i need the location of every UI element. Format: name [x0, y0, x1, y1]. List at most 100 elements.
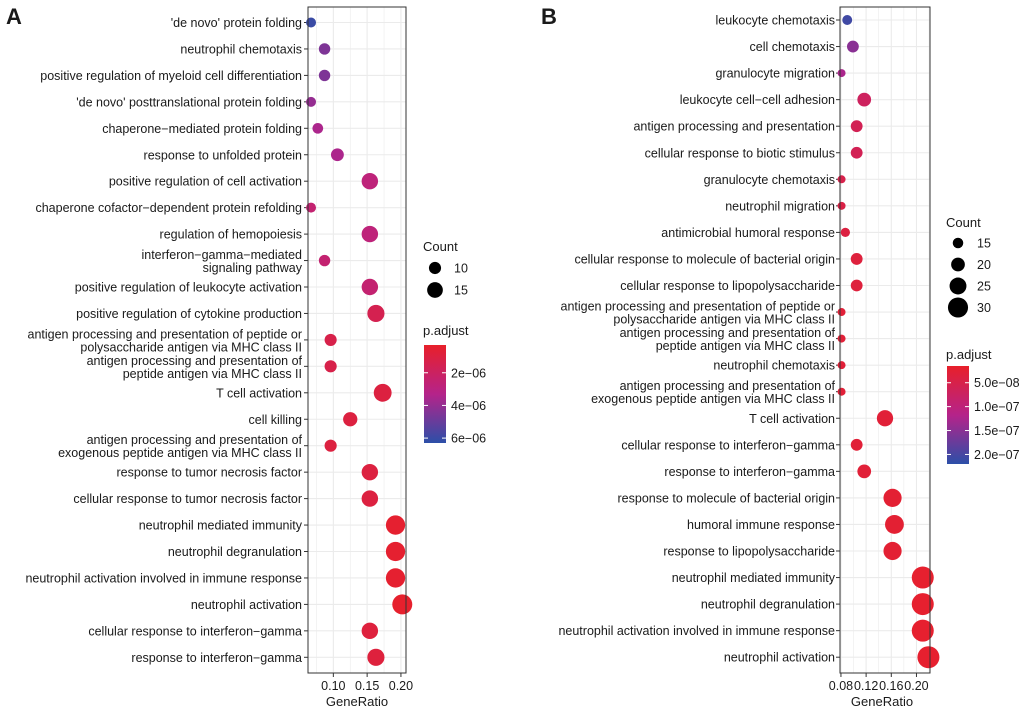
panel-b-point: [911, 619, 934, 642]
panel-a-point: [367, 648, 385, 666]
panel-b-colorbar: [947, 366, 969, 464]
panel-b-point: [850, 146, 863, 159]
panel-b-category-label: neutrophil activation: [724, 651, 835, 665]
panel-b-x-tick-label: 0.20: [904, 679, 928, 693]
panel-b-point: [842, 15, 853, 25]
panel-b-category-label: cell chemotaxis: [750, 40, 835, 54]
panel-b-category-label: antigen processing and presentation of p…: [561, 300, 836, 327]
panel-a-point: [312, 122, 324, 134]
panel-a-category-label: cellular response to interferon−gamma: [88, 624, 302, 638]
panel-b-count-legend-label: 30: [977, 301, 991, 315]
panel-b-category-label: neutrophil activation involved in immune…: [558, 624, 835, 638]
panel-b-colorbar-label: 5.0e−08: [974, 376, 1020, 390]
panel-b-point: [837, 201, 846, 210]
panel-b-category-label: response to lipopolysaccharide: [663, 545, 835, 559]
panel-a-point: [361, 225, 379, 243]
panel-b-category-label: cellular response to interferon−gamma: [621, 438, 835, 452]
panel-a-padjust-legend: p.adjust 2e−06 4e−06 6e−06: [423, 323, 486, 446]
panel-b-point: [885, 515, 904, 534]
panel-b-xlabel: GeneRatio: [851, 694, 913, 709]
panel-a-category-label: neutrophil mediated immunity: [139, 519, 303, 533]
panel-b-point: [850, 279, 863, 292]
panel-a-category-label: antigen processing and presentation of pe…: [87, 354, 303, 381]
panel-a-category-label: neutrophil degranulation: [168, 545, 302, 559]
panel-b-point: [837, 69, 846, 78]
panel-a-x-tick-label: 0.20: [389, 679, 413, 693]
panel-a-category-label: positive regulation of cell activation: [109, 175, 302, 189]
panel-b-category-label: neutrophil migration: [725, 199, 835, 213]
panel-a-category-label: neutrophil activation: [191, 598, 302, 612]
panel-b-category-label: antigen processing and presentation of pe…: [620, 326, 836, 353]
panel-a: A 0.10 0.15 0.20 'de novo' protein folding n…: [6, 4, 486, 709]
panel-b-count-legend-label: 15: [977, 237, 991, 251]
panel-a-category-label: cell killing: [249, 413, 303, 427]
panel-a-count-legend-label: 10: [454, 262, 468, 276]
panel-b-padjust-legend-title: p.adjust: [946, 347, 992, 362]
panel-b-point: [837, 361, 846, 370]
panel-a-point: [392, 594, 413, 615]
panel-b-point: [846, 40, 859, 53]
panel-a-category-label: neutrophil chemotaxis: [180, 42, 302, 56]
panel-b-point: [883, 541, 902, 561]
panel-a-point: [306, 202, 317, 213]
panel-a-category-label: response to interferon−gamma: [131, 651, 302, 665]
panel-b-border: [839, 6, 931, 674]
panel-a-point: [330, 148, 344, 162]
panel-b-count-legend: Count 15 20 25 30: [946, 215, 991, 318]
panel-a-category-label: cellular response to tumor necrosis fact…: [73, 492, 302, 506]
panel-a-count-legend: Count 10 15: [423, 239, 468, 298]
panel-a-category-label: chaperone cofactor−dependent protein ref…: [35, 201, 302, 215]
panel-b-category-label: antigen processing and presentation: [633, 120, 835, 134]
panel-a-point: [324, 333, 337, 346]
panel-a-category-label: positive regulation of cytokine producti…: [76, 307, 302, 321]
panel-a-count-legend-title: Count: [423, 239, 458, 254]
panel-a-point: [318, 254, 331, 267]
panel-a-point: [361, 490, 379, 507]
panel-b-point: [850, 438, 863, 451]
panel-a-category-label: response to tumor necrosis factor: [117, 466, 303, 480]
panel-b-point: [837, 387, 846, 396]
panel-b-category-label: cellular response to lipopolysaccharide: [620, 279, 835, 293]
panel-a-category-label: 'de novo' posttranslational protein fold…: [76, 95, 302, 109]
panel-b-category-label: granulocyte chemotaxis: [704, 173, 835, 187]
panel-a-point: [324, 360, 337, 373]
panel-b-count-legend-dot: [952, 237, 964, 249]
panel-b-padjust-legend: p.adjust 5.0e−08 1.0e−07 1.5e−07 2.0e−07: [946, 347, 1020, 464]
panel-a-point: [385, 515, 406, 535]
panel-a-point: [373, 383, 392, 402]
panel-b-point: [840, 227, 850, 238]
panel-b-count-legend-label: 20: [977, 258, 991, 272]
panel-a-point: [343, 412, 358, 427]
panel-b-point: [876, 410, 894, 427]
panel-a-point: [318, 69, 331, 82]
panel-a-point: [361, 172, 379, 190]
panel-b-point: [883, 488, 902, 507]
panel-b-colorbar-label: 1.5e−07: [974, 424, 1020, 438]
panel-b-count-legend-dot: [947, 297, 969, 318]
panel-a-category-label: neutrophil activation involved in immune…: [25, 571, 302, 585]
panel-b-category-label: T cell activation: [749, 412, 835, 426]
panel-a-x-tick-label: 0.15: [355, 679, 379, 693]
panel-a-category-label: antigen processing and presentation of ex…: [58, 433, 302, 460]
panel-a-label: A: [6, 4, 22, 29]
panel-b-point: [911, 566, 934, 589]
panel-b-category-label: humoral immune response: [687, 518, 835, 532]
panel-b-count-legend-label: 25: [977, 280, 991, 294]
panel-a-point: [324, 439, 337, 452]
panel-a-colorbar: [424, 345, 446, 443]
panel-a-category-label: response to unfolded protein: [144, 148, 302, 162]
panel-b-point: [857, 92, 872, 107]
panel-b-background: [840, 7, 930, 673]
panel-a-category-label: chaperone−mediated protein folding: [102, 122, 302, 136]
panel-b-point: [850, 253, 863, 265]
panel-a-point: [306, 96, 317, 107]
panel-a-category-label: interferon−gamma−mediated signaling pathw…: [141, 248, 302, 275]
panel-b-point: [837, 308, 846, 317]
panel-b-count-legend-dot: [949, 277, 967, 295]
panel-b-category-label: response to interferon−gamma: [664, 465, 835, 479]
panel-a-colorbar-label: 4e−06: [451, 399, 486, 413]
panel-b-point: [917, 646, 940, 669]
panel-a-colorbar-label: 2e−06: [451, 366, 486, 380]
panel-b-category-label: response to molecule of bacterial origin: [618, 491, 836, 505]
panel-b-category-label: neutrophil degranulation: [701, 598, 835, 612]
